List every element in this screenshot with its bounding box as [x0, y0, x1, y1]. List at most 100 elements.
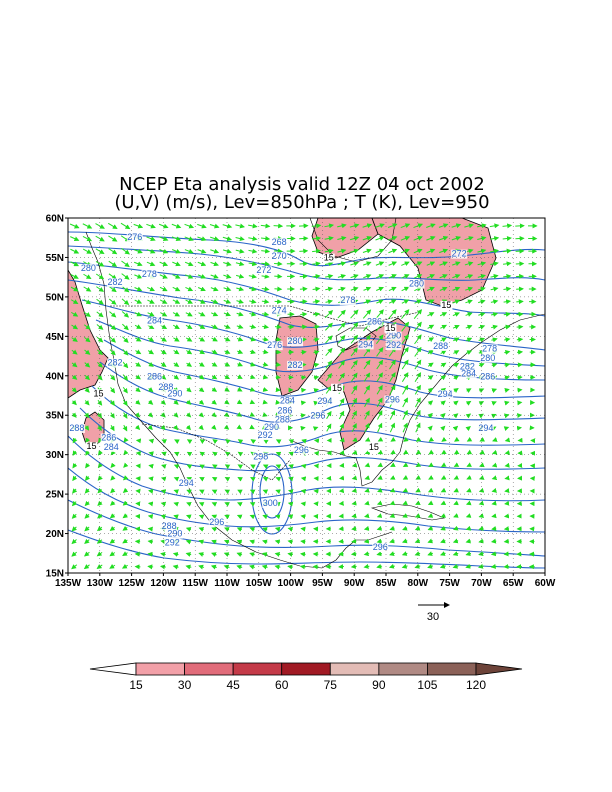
wind-vector — [439, 248, 449, 254]
wind-vector — [71, 311, 79, 317]
wind-vector — [122, 323, 129, 331]
contour-label-bg — [80, 263, 97, 273]
wind-vector — [352, 437, 358, 443]
wind-vector — [262, 489, 269, 495]
wind-vector — [451, 223, 462, 229]
wind-vector — [375, 261, 385, 267]
wind-vector — [301, 438, 307, 444]
wind-vector — [109, 374, 116, 381]
wind-vector — [427, 349, 434, 355]
wind-vector — [427, 362, 434, 368]
wind-vector — [287, 514, 294, 520]
wind-vector — [173, 514, 179, 520]
wind-vector — [389, 372, 396, 382]
wind-vector — [300, 526, 306, 532]
wind-vector — [174, 439, 180, 444]
colorbar-label: 90 — [372, 678, 386, 692]
wind-vector — [388, 309, 397, 319]
wind-vector — [212, 451, 218, 457]
wind-vector — [376, 347, 384, 357]
wind-vector — [401, 274, 410, 279]
wind-vector — [84, 400, 90, 406]
wind-vector — [71, 399, 77, 406]
wind-vector — [491, 401, 497, 406]
wind-vector — [324, 261, 334, 267]
contour-label: 276 — [127, 232, 142, 242]
wind-vector — [440, 324, 448, 330]
wind-vector — [147, 399, 154, 405]
wind-vector — [465, 312, 473, 317]
wind-vector — [490, 563, 497, 569]
wind-vector — [377, 436, 384, 442]
colorbar-min-cap — [89, 662, 137, 676]
wind-vector — [237, 439, 244, 445]
wind-vector — [148, 438, 155, 444]
wind-vector — [121, 247, 130, 255]
wind-vector — [237, 502, 243, 507]
wind-vector — [223, 412, 230, 418]
wind-vector — [440, 513, 446, 518]
wind-vector — [224, 451, 231, 457]
wind-vector — [300, 476, 307, 482]
wind-vector — [351, 372, 358, 382]
contour-label-bg — [257, 431, 274, 441]
wind-vector — [337, 236, 347, 241]
wind-vector — [275, 489, 281, 495]
wind-vector — [452, 551, 459, 556]
wind-vector — [71, 362, 78, 368]
contour-label-bg — [481, 344, 498, 354]
wind-vector — [173, 336, 180, 342]
wind-vector — [441, 436, 447, 442]
wind-vector — [158, 223, 169, 229]
lat-tick-label: 40N — [46, 371, 64, 382]
wind-vector — [453, 513, 459, 518]
speed-label-bg — [322, 253, 335, 263]
wind-vector — [186, 477, 193, 482]
wind-vector — [439, 312, 448, 317]
wind-vector — [96, 349, 104, 356]
wind-vector — [390, 462, 396, 467]
contour-label-bg — [103, 442, 120, 452]
wind-vector — [235, 248, 245, 254]
wind-vector — [121, 260, 130, 268]
wind-vector — [351, 410, 357, 420]
wind-vector — [249, 361, 256, 367]
wind-vector — [236, 399, 243, 405]
wind-vector — [197, 274, 207, 279]
lat-tick-label: 30N — [46, 450, 64, 461]
contour-label-bg — [255, 266, 272, 276]
wind-vector — [441, 449, 447, 455]
wind-vector — [199, 439, 206, 445]
wind-vector — [121, 298, 130, 306]
wind-vector — [324, 310, 334, 319]
wind-vector — [477, 248, 487, 254]
wind-vector — [464, 236, 474, 241]
contour-line — [68, 435, 545, 502]
wind-vector — [197, 286, 206, 292]
wind-vector — [288, 439, 295, 444]
wind-vector — [96, 336, 104, 343]
wind-vector — [210, 273, 219, 279]
wind-vector — [262, 514, 268, 520]
wind-vector — [83, 273, 92, 280]
map-frame — [67, 217, 546, 574]
wind-vector — [376, 286, 384, 292]
colorbar-label: 120 — [466, 678, 486, 692]
contour-label-bg — [366, 317, 383, 327]
wind-vector — [389, 359, 396, 370]
contour-label: 292 — [386, 340, 401, 350]
wind-vector — [185, 552, 192, 557]
wind-vector — [389, 422, 395, 433]
wind-vector — [97, 462, 103, 469]
wind-vector — [83, 324, 91, 330]
wind-vector — [464, 274, 474, 279]
wind-vector — [148, 476, 154, 482]
wind-vector — [82, 248, 92, 254]
wind-vector — [236, 539, 243, 545]
wind-vector — [389, 513, 396, 518]
contour-label: 294 — [317, 396, 332, 406]
latitude-axis: 60N 55N 50N 45N 40N 35N 30N 25N 20N 15N — [46, 214, 68, 580]
colorbar-label: 75 — [324, 678, 338, 692]
lon-tick-label: 130W — [87, 578, 114, 589]
wind-vector — [275, 451, 282, 457]
